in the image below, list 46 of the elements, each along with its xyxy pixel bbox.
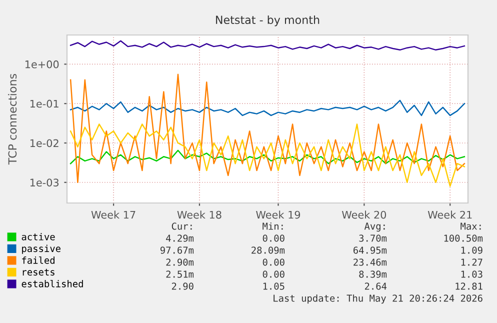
text: 2.51m bbox=[166, 270, 194, 278]
text: 12.81 bbox=[456, 282, 482, 290]
text: 64.95m bbox=[354, 246, 387, 254]
legend-label: resets bbox=[22, 268, 54, 276]
y-tick-label: 1e-03 bbox=[30, 178, 59, 186]
text: 1.09 bbox=[461, 246, 482, 254]
x-tick-label: Week 17 bbox=[91, 210, 136, 219]
x-tick-label: Week 18 bbox=[177, 210, 222, 219]
line-series bbox=[70, 150, 466, 164]
text: 1.03 bbox=[461, 270, 482, 278]
text: 8.39m bbox=[359, 270, 387, 278]
x-tick-label: Week 20 bbox=[342, 210, 386, 219]
line-series bbox=[70, 40, 466, 51]
y-tick-label: 1e+00 bbox=[25, 60, 59, 68]
line-series bbox=[70, 124, 466, 187]
legend-label: active bbox=[22, 233, 55, 240]
text: 100.50m bbox=[444, 234, 483, 242]
y-tick-label: 1e-02 bbox=[30, 139, 58, 148]
text: Avg: bbox=[364, 222, 385, 232]
legend-label: passive bbox=[22, 244, 60, 254]
text: 1.27 bbox=[461, 258, 482, 266]
text: 97.67m bbox=[160, 246, 194, 254]
text: Last update: Thu May 21 20:26:24 2026 bbox=[274, 294, 482, 304]
text: Cur: bbox=[172, 222, 192, 230]
text: 2.90 bbox=[172, 282, 194, 290]
chart-title: Netstat - by month bbox=[216, 15, 320, 26]
text: 23.46m bbox=[354, 258, 387, 266]
text: 0.00 bbox=[262, 234, 284, 242]
line-series bbox=[70, 74, 466, 184]
text: 0.00 bbox=[262, 258, 284, 266]
text: 2.90m bbox=[166, 258, 194, 266]
line-series bbox=[70, 100, 466, 116]
x-tick-label: Week 21 bbox=[428, 210, 472, 219]
x-tick-label: Week 19 bbox=[256, 210, 300, 219]
y-tick-label: 1e-01 bbox=[30, 100, 58, 108]
text: 4.29m bbox=[166, 234, 194, 242]
text: 0.00 bbox=[262, 270, 284, 278]
text: 2.64 bbox=[364, 282, 387, 290]
text: 28.09m bbox=[252, 246, 285, 254]
legend-label: failed bbox=[22, 256, 54, 264]
text: 3.70m bbox=[359, 234, 387, 242]
y-axis-title: TCP connections bbox=[8, 74, 17, 165]
text: 1.05 bbox=[263, 282, 284, 290]
legend-label: established bbox=[22, 280, 83, 288]
text: Max: bbox=[460, 222, 481, 230]
text: Min: bbox=[262, 222, 283, 230]
